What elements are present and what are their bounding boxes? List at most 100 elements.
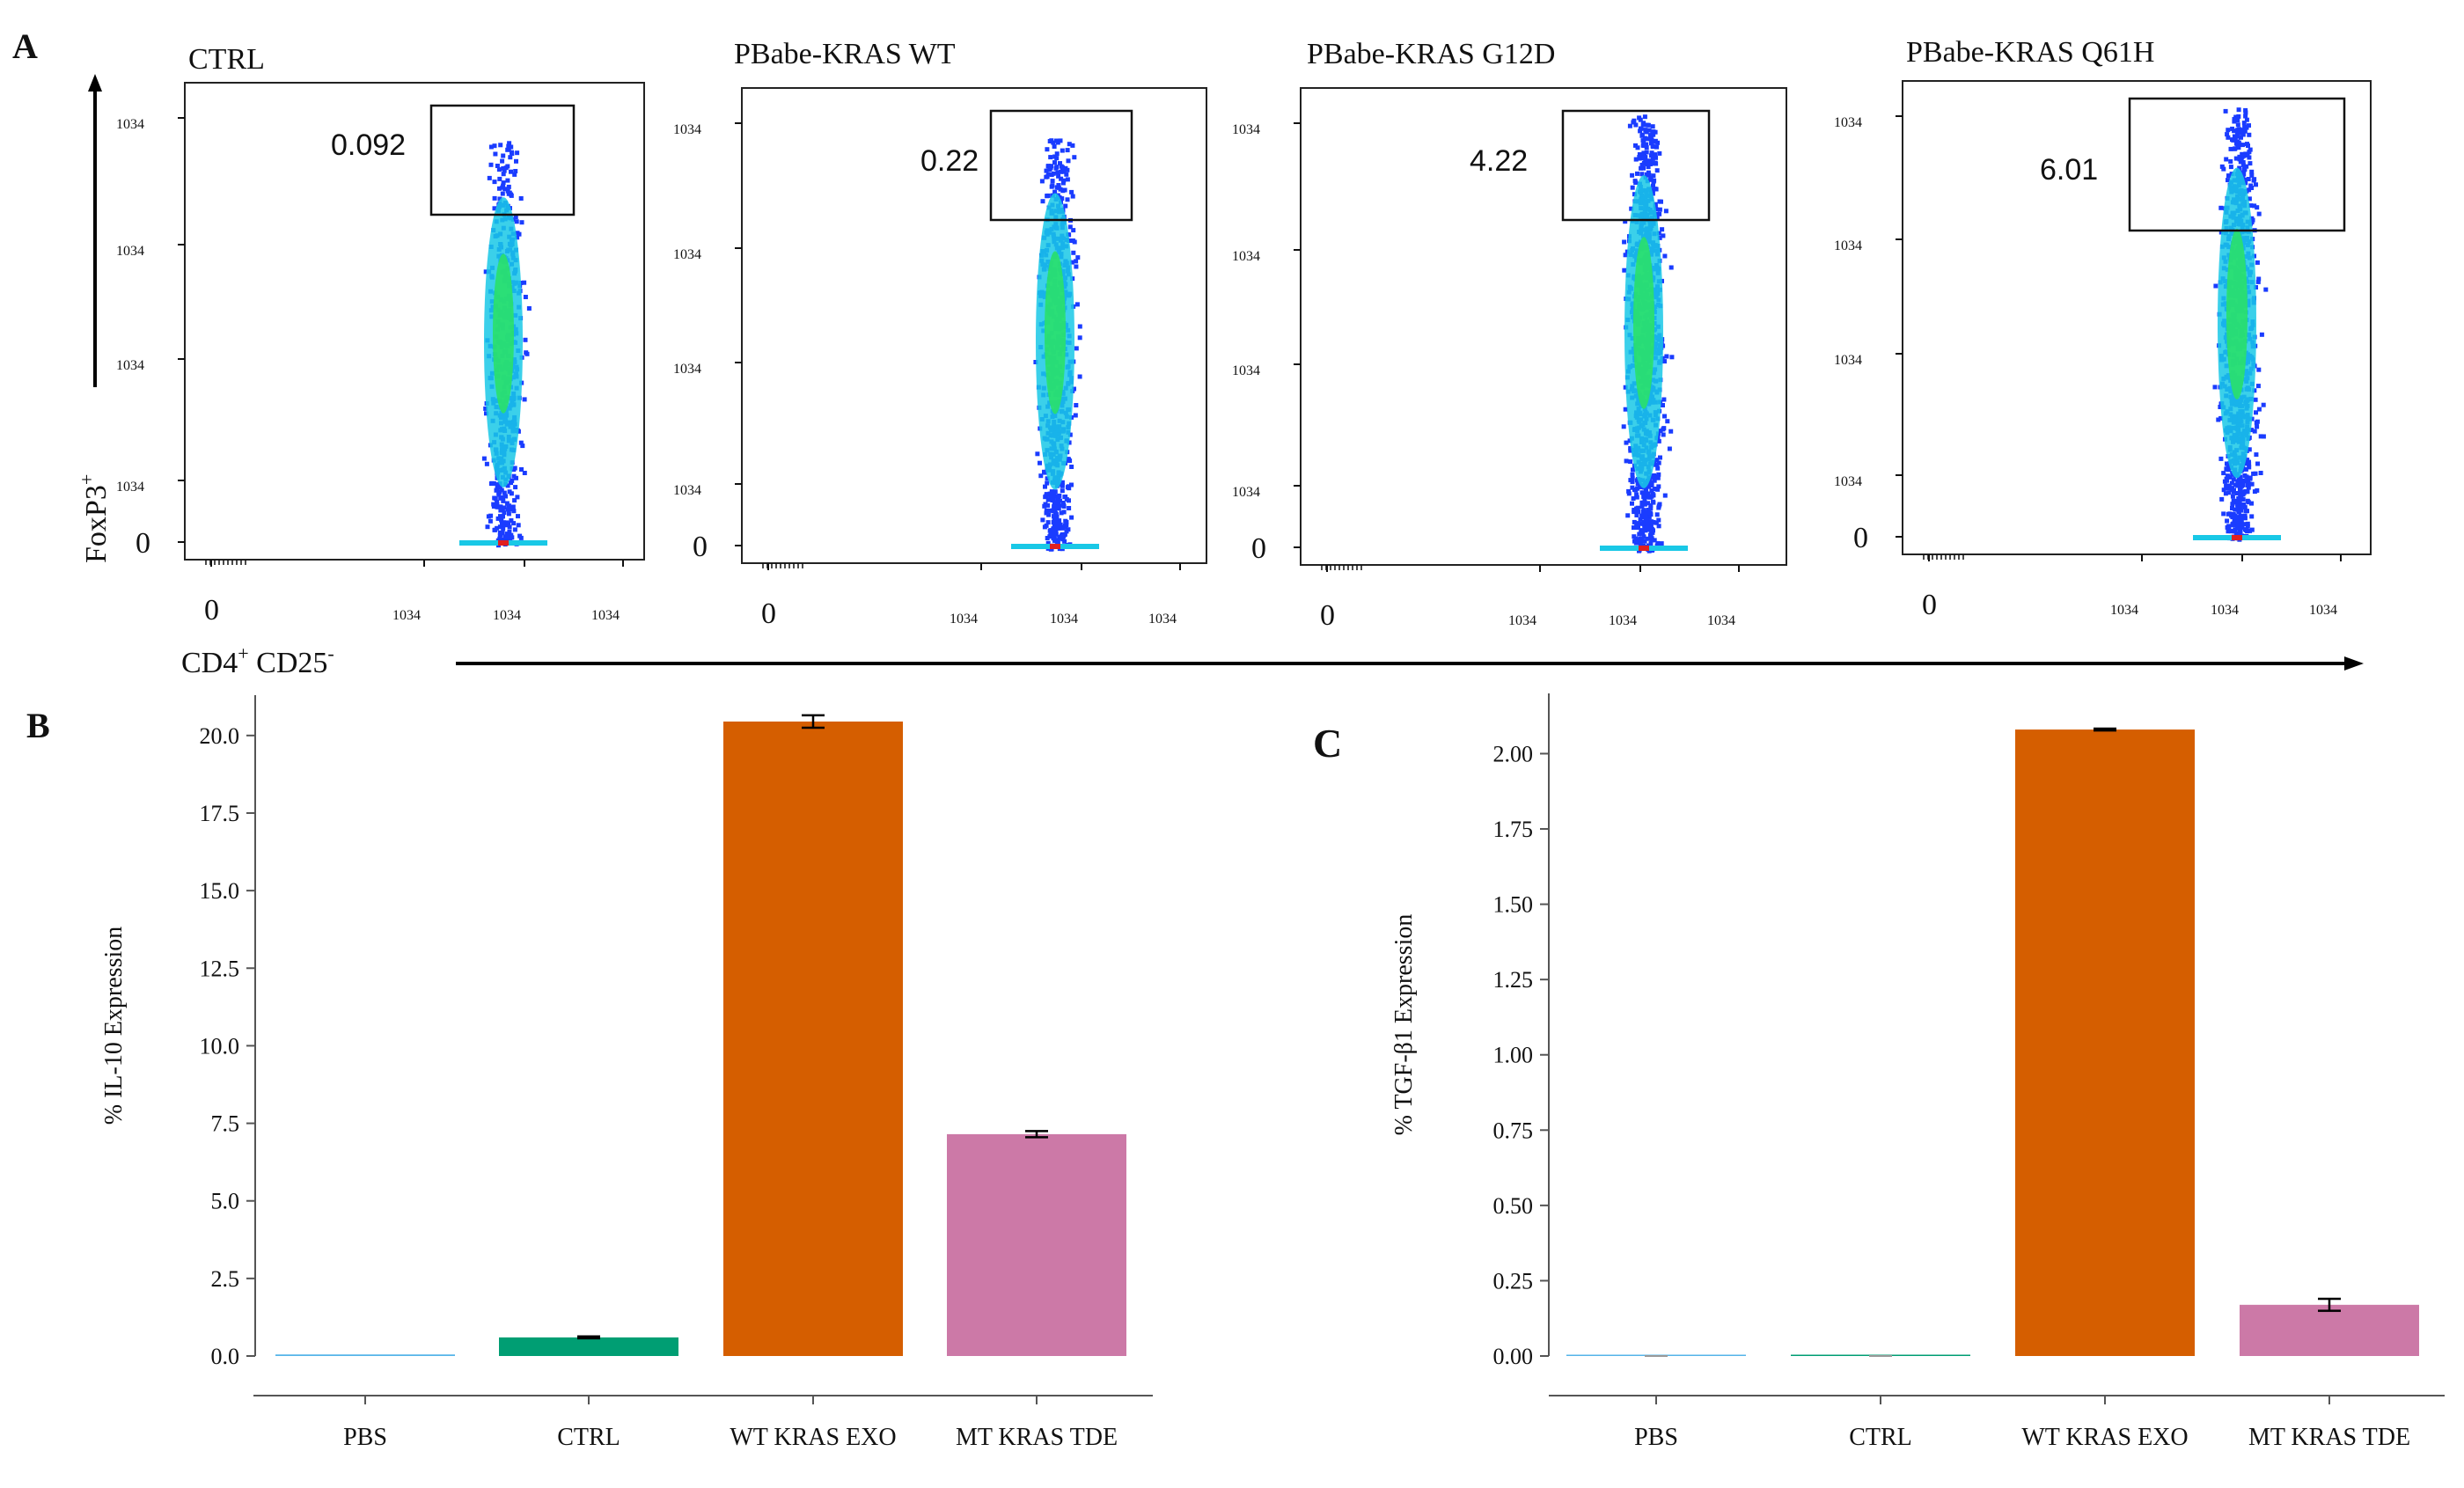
bar-category-label: WT KRAS EXO xyxy=(2021,1424,2188,1451)
bar-category-label: PBS xyxy=(1634,1424,1678,1451)
bar-y-tick-label: 1.75 xyxy=(1493,817,1534,842)
bar-chart-c: 0.00 0.25 0.50 0.75 1.00 1.25 1.50 1.75 2.00 % TG… xyxy=(1390,693,2445,1451)
bar-error-bar xyxy=(577,1335,600,1340)
flow.y_ticks.1.label: 1034 xyxy=(116,480,144,495)
flow-gate xyxy=(989,109,1133,222)
flow-plot-2: PBabe-KRAS WT 0.22 0 1034 1034 1034 1034 0 1034 1… xyxy=(673,38,1207,630)
flow-x-tick-label: 0 xyxy=(1922,589,1937,621)
bar-y-tick-label: 0.50 xyxy=(1493,1193,1534,1219)
flow-x-tick-label: 0 xyxy=(761,597,776,630)
bar-y-tick-label: 10.0 xyxy=(200,1033,240,1059)
flow.y_ticks.4.label: 1034 xyxy=(673,122,701,137)
flow-plot-frame xyxy=(1300,87,1787,566)
bar-y-tick-label: 5.0 xyxy=(211,1189,240,1214)
flow.x_ticks.3.label: 1034 xyxy=(1707,613,1735,628)
flow.y_ticks.1.label: 1034 xyxy=(1232,485,1260,500)
bar-y-tick-label: 7.5 xyxy=(211,1111,240,1137)
flow-y-tick-label: 0 xyxy=(1853,522,1868,554)
flow-plot-4: PBabe-KRAS Q61H 6.01 0 1034 1034 1034 1034 0 103… xyxy=(1834,36,2372,621)
flow-gate-value: 0.092 xyxy=(331,128,406,162)
flow.y_ticks.1.label: 1034 xyxy=(1834,474,1862,489)
bar-y-tick-label: 12.5 xyxy=(200,956,240,981)
flow-plot-frame xyxy=(1902,80,2372,555)
flow-plot-title: PBabe-KRAS G12D xyxy=(1307,38,1555,70)
flow.x_ticks.1.label: 1034 xyxy=(392,608,421,623)
bar-y-tick-label: 15.0 xyxy=(200,878,240,904)
bar-category-label: CTRL xyxy=(1849,1424,1912,1451)
bar-y-tick-label: 0.0 xyxy=(211,1344,240,1369)
flow-plot-title: PBabe-KRAS Q61H xyxy=(1906,36,2154,69)
bar-category-label: WT KRAS EXO xyxy=(730,1424,896,1451)
flow.x_ticks.2.label: 1034 xyxy=(1050,612,1078,627)
bar-category-label: CTRL xyxy=(557,1424,620,1451)
bar-ctrl xyxy=(499,1337,678,1356)
bar-y-tick-label: 1.50 xyxy=(1493,892,1534,918)
flow-y-axis-label: FoxP3+ xyxy=(76,474,113,563)
flow.y_ticks.1.label: 1034 xyxy=(673,483,701,498)
bar-y-tick-label: 20.0 xyxy=(200,723,240,749)
flow.y_ticks.4.label: 1034 xyxy=(1834,115,1862,130)
flow-density-cloud xyxy=(1600,114,1688,553)
flow-y-tick-label: 0 xyxy=(136,527,150,560)
flow-y-tick-label: 0 xyxy=(1251,532,1266,565)
flow.x_ticks.2.label: 1034 xyxy=(2211,603,2239,618)
flow.x_ticks.3.label: 1034 xyxy=(1148,612,1177,627)
flow-plot-frame xyxy=(184,82,645,561)
bar-mt-kras-tde xyxy=(2240,1304,2419,1356)
bar-category-label: PBS xyxy=(343,1424,387,1451)
flow.y_ticks.3.label: 1034 xyxy=(673,247,701,262)
flow.x_ticks.2.label: 1034 xyxy=(493,608,521,623)
bar-wt-kras-exo xyxy=(723,721,903,1356)
flow.y_ticks.2.label: 1034 xyxy=(116,358,144,373)
bar-y-tick-label: 2.5 xyxy=(211,1266,240,1292)
flow.x_ticks.3.label: 1034 xyxy=(591,608,620,623)
flow-x-tick-label: 0 xyxy=(1320,599,1335,632)
flow-x-tick-label: 0 xyxy=(204,594,219,627)
flow-plot-title: CTRL xyxy=(188,43,265,76)
flow-plot-3: PBabe-KRAS G12D 4.22 0 1034 1034 1034 1034 0 103… xyxy=(1232,38,1787,632)
flow-density-cloud xyxy=(459,141,547,548)
flow-plot-title: PBabe-KRAS WT xyxy=(734,38,956,70)
bar-category-label: MT KRAS TDE xyxy=(2248,1424,2410,1451)
bar-chart-b: 0.0 2.5 5.0 7.5 10.0 12.5 15.0 17.5 20.0 % IL-10 … xyxy=(100,695,1153,1451)
bar-wt-kras-exo xyxy=(2015,729,2195,1356)
bar-y-tick-label: 1.00 xyxy=(1493,1043,1534,1068)
flow.y_ticks.3.label: 1034 xyxy=(1232,249,1260,264)
flow.x_ticks.3.label: 1034 xyxy=(2309,603,2337,618)
bar-category-label: MT KRAS TDE xyxy=(956,1424,1118,1451)
bar-error-bar xyxy=(2318,1297,2341,1312)
flow.y_ticks.4.label: 1034 xyxy=(1232,122,1260,137)
bar-y-tick-label: 2.00 xyxy=(1493,741,1534,766)
flow-density-cloud xyxy=(2193,107,2281,542)
panel-label-b: B xyxy=(26,706,50,745)
bar-charts: 0.0 2.5 5.0 7.5 10.0 12.5 15.0 17.5 20.0 % IL-10 … xyxy=(100,693,2445,1451)
flow-x-axis-arrow xyxy=(456,656,2364,671)
flow.x_ticks.1.label: 1034 xyxy=(950,612,978,627)
flow-gate xyxy=(1561,109,1711,222)
flow-gate-value: 0.22 xyxy=(920,144,979,178)
bar-error-bar xyxy=(1025,1130,1048,1139)
flow-y-tick-label: 0 xyxy=(693,531,708,563)
bar-y-tick-label: 17.5 xyxy=(200,801,240,826)
flow.y_ticks.3.label: 1034 xyxy=(116,244,144,259)
flow.x_ticks.1.label: 1034 xyxy=(1508,613,1536,628)
panel-label-c: C xyxy=(1313,721,1342,766)
bar-y-axis-label: % TGF-β1 Expression xyxy=(1390,914,1418,1136)
bar-error-bar xyxy=(802,714,825,729)
bar-y-tick-label: 1.25 xyxy=(1493,967,1534,993)
flow.y_ticks.2.label: 1034 xyxy=(673,362,701,377)
bar-y-tick-label: 0.25 xyxy=(1493,1268,1534,1294)
flow-gate-value: 4.22 xyxy=(1470,144,1528,178)
flow.y_ticks.2.label: 1034 xyxy=(1232,363,1260,378)
flow.y_ticks.2.label: 1034 xyxy=(1834,353,1862,368)
bar-pbs xyxy=(275,1354,455,1356)
bar-y-tick-label: 0.75 xyxy=(1493,1118,1534,1143)
bar-y-tick-label: 0.00 xyxy=(1493,1344,1534,1369)
flow-x-axis-label: CD4+ CD25- xyxy=(181,642,334,679)
flow.y_ticks.4.label: 1034 xyxy=(116,117,144,132)
flow.x_ticks.1.label: 1034 xyxy=(2110,603,2138,618)
bar-error-bar xyxy=(2094,727,2116,732)
flow.x_ticks.2.label: 1034 xyxy=(1609,613,1637,628)
